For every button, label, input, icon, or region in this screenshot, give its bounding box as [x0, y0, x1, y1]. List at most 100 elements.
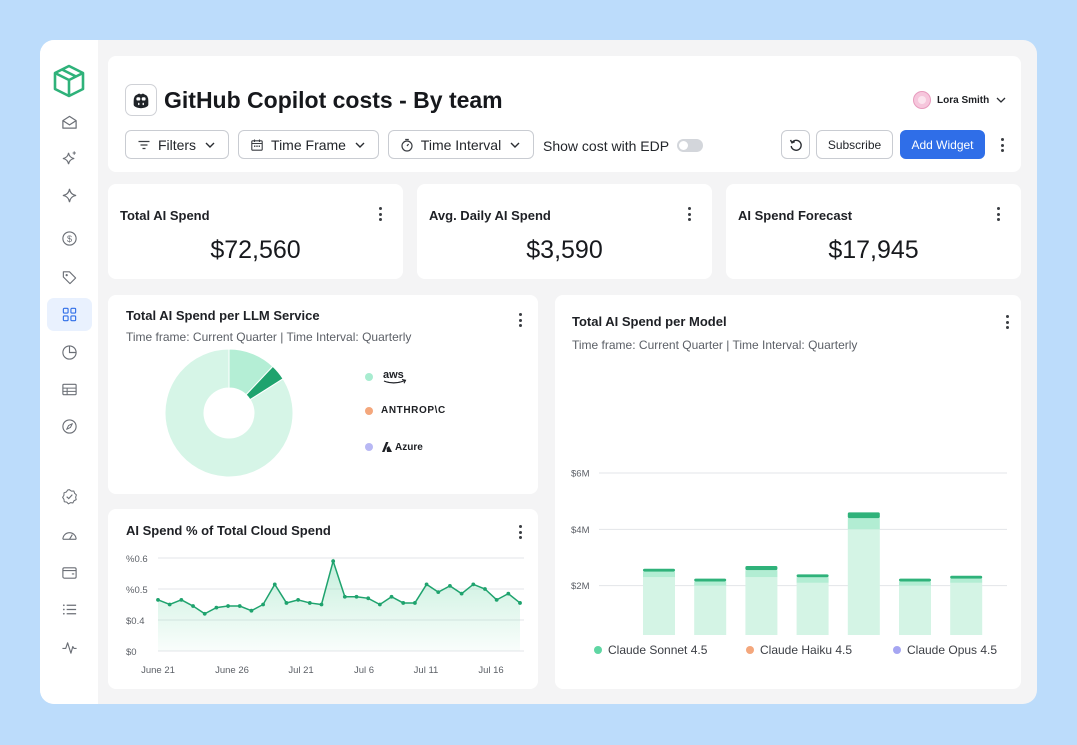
bar-3-2	[796, 574, 829, 578]
line-point-31	[518, 601, 522, 605]
bar-1-1	[694, 581, 727, 586]
line-point-27	[471, 582, 476, 587]
sidebar-item-insights[interactable]	[47, 179, 92, 212]
legend-swatch	[365, 406, 373, 415]
filters-label: Filters	[157, 136, 197, 153]
add-widget-button[interactable]: Add Widget	[900, 130, 985, 159]
inbox-icon	[62, 115, 77, 129]
bar-4-0	[847, 529, 880, 635]
line-point-15	[331, 559, 336, 563]
sidebar-item-activity[interactable]	[47, 631, 92, 664]
sidebar-item-inbox[interactable]	[47, 106, 92, 139]
line-point-10	[272, 582, 277, 587]
sidebar-item-dashboards[interactable]	[47, 298, 92, 331]
bar-5-1	[899, 581, 931, 586]
legend-swatch	[365, 443, 373, 451]
azure-label: Azure	[395, 441, 423, 453]
line-point-24	[436, 590, 441, 594]
line-point-11	[284, 601, 289, 605]
line-point-21	[401, 601, 406, 605]
sidebar-item-explore[interactable]	[47, 410, 92, 443]
cube-logo-icon[interactable]	[50, 62, 88, 100]
bar-5-2	[899, 578, 931, 582]
sidebar-item-compliance[interactable]	[47, 480, 92, 513]
kpi-title: AI Spend Forecast	[738, 208, 853, 223]
more-options-icon[interactable]	[990, 205, 1006, 223]
legend-label: Claude Haiku 4.5	[760, 643, 853, 657]
kpi-value: $3,590	[526, 236, 603, 264]
line-point-13	[307, 601, 312, 605]
y-tick-label: $0.4	[126, 616, 145, 627]
line-point-25	[448, 584, 452, 588]
bar-5-0	[899, 585, 931, 635]
more-options-icon[interactable]	[999, 313, 1015, 331]
user-menu[interactable]: Lora Smith	[913, 91, 1007, 109]
panel-subtitle: Time frame: Current Quarter | Time Inter…	[126, 330, 412, 344]
sidebar-item-tables[interactable]	[47, 373, 92, 406]
line-point-20	[389, 594, 394, 599]
page-title: GitHub Copilot costs - By team	[164, 87, 503, 113]
legend-item-azure: Azure	[365, 441, 423, 453]
kpi-title: Avg. Daily AI Spend	[429, 208, 551, 223]
line-point-19	[377, 602, 382, 607]
stopwatch-icon	[401, 138, 413, 152]
bar-4-1	[847, 518, 880, 530]
filter-icon	[138, 140, 150, 149]
subscribe-button[interactable]: Subscribe	[816, 130, 893, 159]
time-interval-dropdown[interactable]: Time Interval	[388, 130, 534, 159]
time-frame-dropdown[interactable]: Time Frame	[238, 130, 379, 159]
y-tick-label: $6M	[571, 469, 590, 480]
chevron-down-icon	[996, 97, 1006, 103]
chevron-down-icon	[355, 142, 365, 148]
sidebar-item-tags[interactable]	[47, 261, 92, 294]
legend-swatch	[594, 646, 602, 654]
more-options-icon[interactable]	[681, 205, 697, 223]
line-point-14	[319, 602, 324, 607]
time-interval-label: Time Interval	[420, 136, 502, 153]
bar-3-0	[796, 582, 829, 635]
bar-1-2	[694, 578, 727, 582]
gauge-icon	[62, 532, 77, 540]
sidebar-item-lists[interactable]	[47, 593, 92, 626]
more-options-icon[interactable]	[512, 311, 528, 329]
line-point-8	[249, 608, 254, 613]
sidebar-item-reports[interactable]	[47, 336, 92, 369]
filters-button[interactable]: Filters	[125, 130, 229, 159]
pie-icon	[62, 345, 77, 360]
line-point-1	[167, 602, 172, 607]
legend-item-claude-sonnet: Claude Sonnet 4.5	[594, 643, 707, 657]
line-point-9	[261, 602, 265, 607]
sidebar-item-costs[interactable]: $	[47, 222, 92, 255]
sparkles-icon	[62, 151, 76, 165]
x-tick-label: Jul 21	[288, 665, 313, 676]
line-point-12	[296, 597, 301, 602]
tag-icon	[62, 271, 77, 285]
svg-text:aws: aws	[383, 369, 404, 381]
kpi-card-total-ai-spend: Total AI Spend $72,560	[108, 184, 403, 279]
refresh-button[interactable]	[781, 130, 810, 159]
compass-icon	[62, 419, 77, 434]
line-point-4	[202, 611, 207, 616]
sidebar-item-performance[interactable]	[47, 519, 92, 552]
bar-3-1	[796, 577, 829, 583]
sidebar-item-wallet[interactable]	[47, 556, 92, 589]
donut-slice-0	[164, 348, 294, 478]
sidebar-item-ai-sparkles[interactable]	[47, 142, 92, 175]
donut-chart	[164, 348, 294, 478]
github-copilot-icon	[125, 84, 157, 116]
y-tick-label: %0.5	[126, 585, 148, 596]
legend-item-aws: aws	[365, 367, 411, 387]
more-options-icon[interactable]	[372, 205, 388, 223]
calendar-icon	[251, 139, 263, 151]
edp-toggle-label: Show cost with EDP	[543, 138, 670, 154]
bar-6-1	[950, 578, 983, 583]
more-options-icon[interactable]	[994, 136, 1010, 154]
more-options-icon[interactable]	[512, 523, 528, 541]
panel-title: Total AI Spend per Model	[572, 314, 727, 329]
sidebar: $	[40, 40, 98, 704]
bar-4-2	[847, 512, 880, 519]
kpi-title: Total AI Spend	[120, 208, 210, 223]
edp-toggle[interactable]	[677, 139, 703, 152]
kpi-card-ai-spend-forecast: AI Spend Forecast $17,945	[726, 184, 1021, 279]
grid-icon	[62, 307, 77, 322]
